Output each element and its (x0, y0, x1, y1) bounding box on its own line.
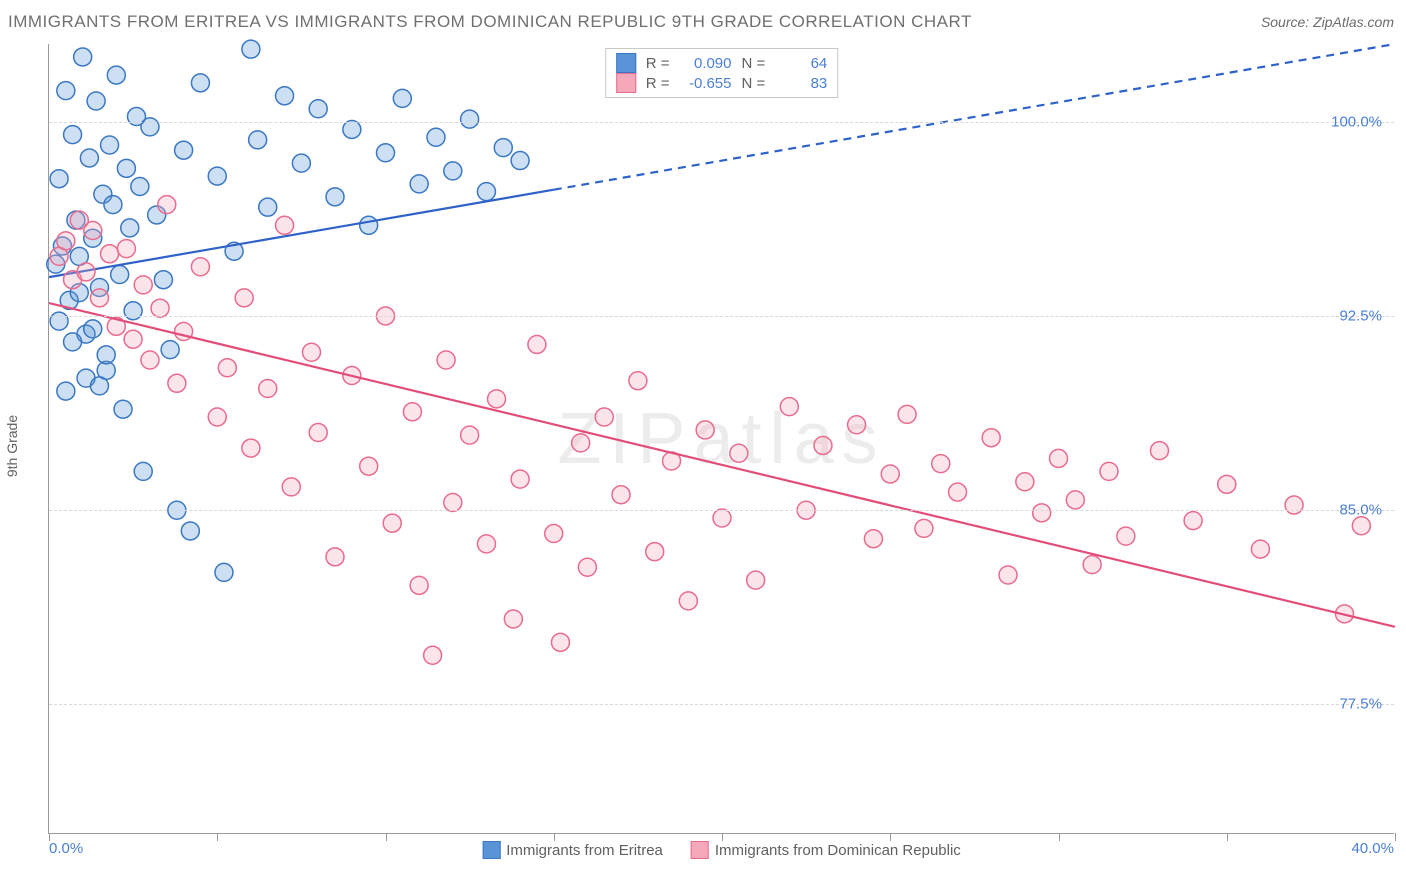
x-axis-min-label: 0.0% (49, 840, 83, 857)
legend-label-dominican: Immigrants from Dominican Republic (715, 842, 961, 859)
chart-plot-area: ZIPatlas R = 0.090 N = 64 R = -0.655 N =… (48, 44, 1394, 834)
r-label: R = (646, 55, 670, 72)
gridline (49, 510, 1394, 511)
chart-header: IMMIGRANTS FROM ERITREA VS IMMIGRANTS FR… (8, 12, 1394, 32)
x-tick (49, 833, 50, 841)
legend-item-eritrea: Immigrants from Eritrea (482, 841, 663, 859)
x-tick (1059, 833, 1060, 841)
scatter-plot-svg (49, 44, 1394, 833)
r-label: R = (646, 75, 670, 92)
x-tick (1395, 833, 1396, 841)
swatch-eritrea (616, 53, 636, 73)
x-tick (1227, 833, 1228, 841)
gridline (49, 704, 1394, 705)
x-tick (722, 833, 723, 841)
x-tick (217, 833, 218, 841)
chart-title: IMMIGRANTS FROM ERITREA VS IMMIGRANTS FR… (8, 12, 972, 32)
r-value-eritrea: 0.090 (680, 55, 732, 72)
legend-label-eritrea: Immigrants from Eritrea (506, 842, 663, 859)
n-label: N = (742, 55, 766, 72)
n-label: N = (742, 75, 766, 92)
correlation-stats-box: R = 0.090 N = 64 R = -0.655 N = 83 (605, 48, 839, 98)
x-tick (386, 833, 387, 841)
source-attribution: Source: ZipAtlas.com (1261, 14, 1394, 30)
stats-row-dominican: R = -0.655 N = 83 (616, 73, 828, 93)
y-tick-label: 77.5% (1339, 696, 1382, 713)
x-tick (554, 833, 555, 841)
legend-item-dominican: Immigrants from Dominican Republic (691, 841, 961, 859)
r-value-dominican: -0.655 (680, 75, 732, 92)
n-value-dominican: 83 (775, 75, 827, 92)
y-tick-label: 85.0% (1339, 502, 1382, 519)
n-value-eritrea: 64 (775, 55, 827, 72)
swatch-dominican (616, 73, 636, 93)
y-tick-label: 100.0% (1331, 113, 1382, 130)
legend: Immigrants from Eritrea Immigrants from … (482, 841, 961, 859)
gridline (49, 122, 1394, 123)
swatch-dominican (691, 841, 709, 859)
gridline (49, 316, 1394, 317)
swatch-eritrea (482, 841, 500, 859)
y-tick-label: 92.5% (1339, 307, 1382, 324)
stats-row-eritrea: R = 0.090 N = 64 (616, 53, 828, 73)
y-axis-label: 9th Grade (4, 415, 20, 477)
x-tick (890, 833, 891, 841)
x-axis-max-label: 40.0% (1351, 840, 1394, 857)
